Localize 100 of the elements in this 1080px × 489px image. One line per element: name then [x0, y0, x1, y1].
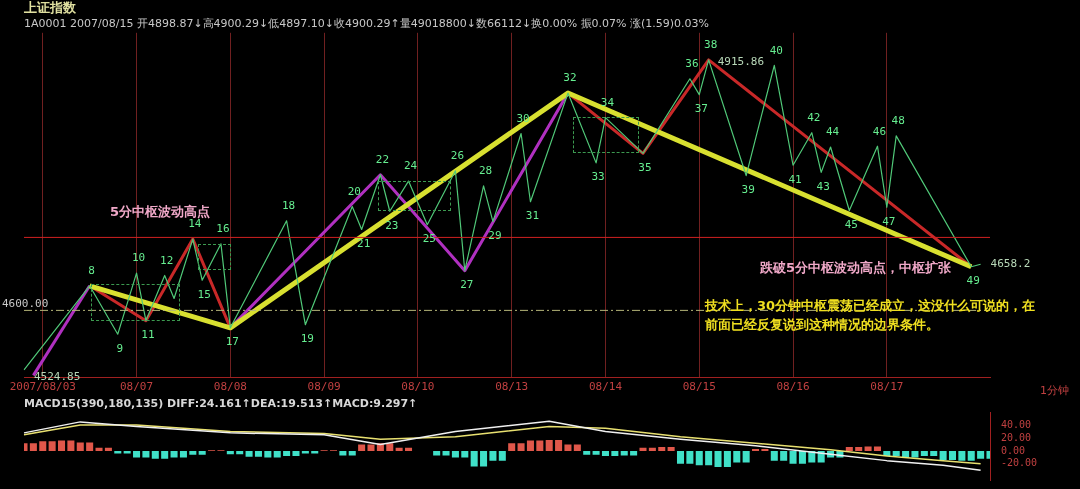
bar [695, 450, 703, 466]
x-tick-label: 08/14 [588, 380, 623, 394]
bar [545, 439, 553, 451]
bar [526, 440, 534, 451]
annotation: 34 [600, 96, 615, 110]
text: 1分钟 [1040, 383, 1069, 399]
annotation: 5分中枢波动高点 [110, 203, 211, 220]
annotation: 39 [741, 182, 755, 196]
bar [864, 446, 872, 451]
bar [639, 447, 647, 451]
annotation: 27 [460, 278, 474, 292]
bar [301, 450, 309, 454]
annotation: 24 [403, 159, 418, 173]
bar [667, 447, 675, 451]
y-tick-label: 40.00 [1001, 418, 1032, 430]
annotation: 37 [694, 102, 708, 116]
annotation: 22 [375, 153, 390, 167]
annotation: 技术上，30分钟中枢震荡已经成立，这没什么可说的，在前面已经反复说到这种情况的边界条件。 [705, 297, 1037, 334]
annotation: 10 [131, 251, 146, 265]
bar [967, 450, 975, 461]
bar [114, 450, 122, 454]
annotation: 47 [882, 214, 896, 228]
bar [536, 440, 544, 451]
annotation: 8 [88, 264, 95, 278]
bar [86, 442, 94, 451]
chart-title: MACD15(390,180,135) DIFF:24.161↑DEA:19.513↑MACD:9.297↑ [24, 397, 418, 411]
bar [151, 450, 159, 459]
bar [555, 439, 563, 451]
annotation: 44 [825, 125, 840, 139]
bar [648, 447, 656, 451]
bar [480, 450, 488, 467]
bar [39, 441, 47, 451]
x-tick-label: 08/17 [870, 380, 904, 394]
annotation: 49 [966, 274, 980, 288]
bar [733, 450, 741, 463]
bar [845, 447, 853, 451]
bar [395, 447, 403, 451]
bar [311, 450, 319, 454]
bar [517, 443, 525, 451]
bar [48, 441, 56, 451]
bar [273, 450, 281, 458]
bar [911, 450, 919, 458]
bar [742, 450, 750, 463]
annotation: 15 [197, 287, 211, 301]
chart-subtitle: 1A0001 2007/08/15 开4898.87↓高4900.29↓低4897.10↓收4900.29↑量49018800↓数66112↓换0.00% 振0.07% 涨(1.59)0.03% [24, 17, 710, 31]
bar [686, 450, 694, 464]
annotation: 38 [704, 38, 718, 52]
bar [264, 450, 272, 458]
bar [930, 450, 938, 457]
bar [658, 447, 666, 451]
bar [236, 450, 244, 455]
bar [142, 450, 150, 458]
annotation: 36 [685, 57, 699, 71]
chart-title: 上证指数 [23, 0, 77, 16]
annotation: 46 [872, 124, 887, 138]
x-tick-label: 2007/08/03 [9, 380, 76, 394]
data-label: 4915.86 [717, 54, 764, 68]
x-tick-label: 08/08 [213, 380, 247, 394]
bar [798, 450, 806, 464]
bar [367, 444, 375, 451]
bar [508, 443, 516, 451]
ref-line-label: 4600.00 [2, 296, 49, 310]
bar [161, 450, 169, 459]
annotation: 32 [563, 71, 577, 85]
annotation: 21 [357, 236, 371, 250]
bar [601, 450, 609, 457]
annotation: 28 [478, 164, 493, 178]
annotation: 48 [891, 114, 905, 128]
bar [133, 450, 141, 458]
bar [892, 450, 900, 457]
bar [461, 450, 469, 458]
bar [714, 450, 722, 468]
bar [104, 447, 112, 451]
x-tick-label: 08/09 [307, 380, 341, 394]
bar [573, 444, 581, 451]
annotation: 45 [844, 217, 858, 231]
annotation: 16 [216, 222, 230, 236]
bar [780, 450, 788, 461]
annotation: 11 [141, 328, 155, 342]
bar [386, 443, 394, 451]
bar [245, 450, 253, 457]
bar [67, 440, 75, 451]
bar [95, 447, 103, 451]
annotation: 40 [769, 43, 783, 57]
annotation: 12 [160, 253, 174, 267]
annotation: 9 [116, 341, 124, 355]
bar [902, 450, 910, 458]
bar [451, 450, 459, 458]
annotation: 23 [385, 218, 399, 232]
bar [564, 444, 572, 451]
x-tick-label: 08/15 [682, 380, 716, 394]
annotation: 35 [638, 160, 652, 174]
annotation: 41 [788, 172, 802, 186]
bar [283, 450, 291, 457]
bar [58, 440, 66, 451]
bar [770, 450, 778, 461]
x-tick-label: 08/10 [401, 380, 435, 394]
bar [226, 450, 234, 455]
bar [855, 447, 863, 451]
bar [723, 450, 731, 468]
